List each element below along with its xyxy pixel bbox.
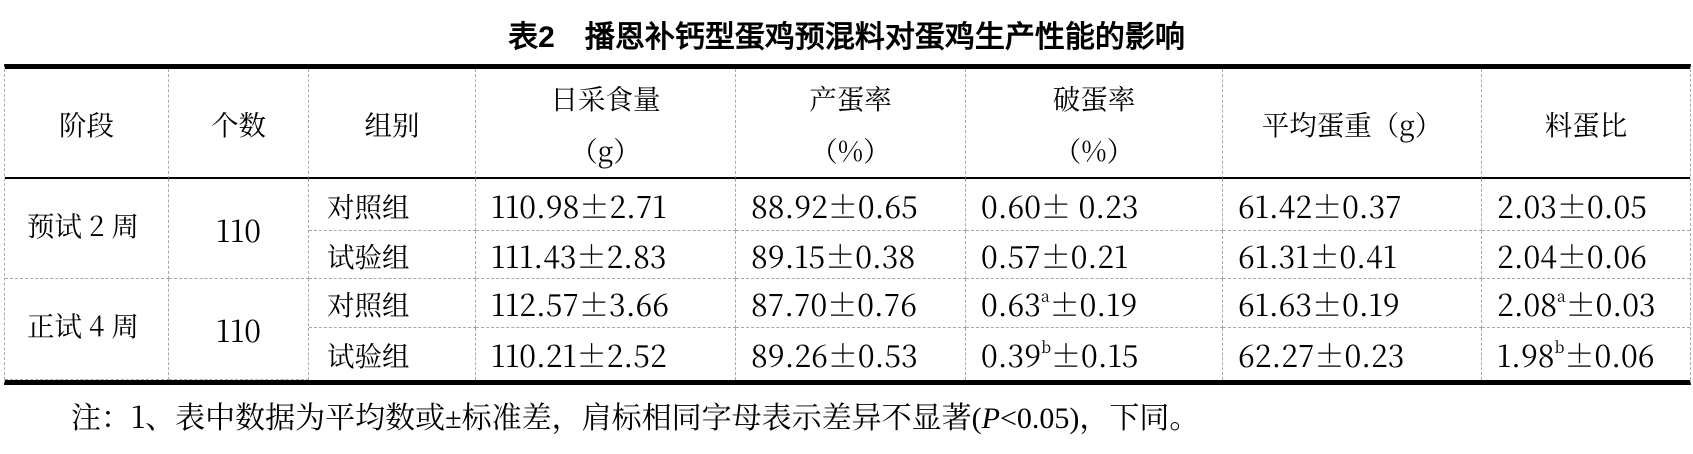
cell-avg-egg-weight: 61.63±0.19 (1223, 279, 1482, 328)
cell-stage-pretrial: 预试 2 周 (5, 179, 169, 279)
value-base: 2.04±0.06 (1497, 232, 1647, 277)
header-label: 个数 (211, 103, 266, 143)
count-value: 110 (216, 307, 261, 351)
value-rest: ±0.15 (1051, 332, 1139, 376)
note-paren-close: <0.05) (999, 402, 1080, 435)
group-label: 试验组 (327, 334, 410, 374)
note-prefix: 注：1、表中数据为平均数或 (71, 393, 446, 437)
table-row: 正试 4 周 110 对照组 112.57±3.66 87.70±0.76 0.… (5, 279, 1690, 380)
cell-laying-rate: 87.70±0.76 (736, 279, 966, 328)
superscript-label: b (1041, 336, 1052, 358)
header-row: 阶段 个数 组别 日采食量 （g） 产蛋率 （%） 破蛋率 （%） 平均蛋重（g… (5, 69, 1690, 179)
cell-feed-egg-ratio: 2.08a±0.03 (1482, 279, 1690, 328)
table-row: 试验组 110.21±2.52 89.26±0.53 0.39b±0.15 62… (5, 328, 1690, 380)
table-note: 注：1、表中数据为平均数或±标准差，肩标相同字母表示差异不显著(P<0.05)，… (71, 394, 1199, 440)
header-label: （%） (810, 129, 891, 169)
header-label: （%） (1053, 129, 1135, 169)
value-base: 1.98 (1497, 332, 1555, 376)
group-label: 对照组 (327, 283, 410, 323)
header-daily-intake: 日采食量 （g） (476, 69, 736, 179)
header-label: 产蛋率 (809, 77, 892, 117)
note-plus-minus: ± (445, 402, 462, 435)
superscript-label: a (1040, 285, 1050, 307)
cell-laying-rate: 89.26±0.53 (736, 328, 966, 380)
value-base: 0.60± 0.23 (981, 182, 1139, 227)
cell-stage-trial: 正试 4 周 (5, 279, 169, 380)
header-count: 个数 (169, 69, 309, 179)
cell-feed-egg-ratio: 1.98b±0.06 (1482, 328, 1690, 380)
cell-avg-egg-weight: 62.27±0.23 (1223, 328, 1482, 380)
header-label: 日采食量 (550, 77, 661, 117)
stage-label: 预试 2 周 (27, 203, 139, 244)
cell-feed-egg-ratio: 2.04±0.06 (1482, 231, 1690, 279)
value-base: 0.57±0.21 (981, 232, 1129, 277)
cell-group: 对照组 (309, 179, 476, 231)
header-label: 破蛋率 (1052, 77, 1136, 117)
header-label: 阶段 (59, 103, 114, 143)
header-label: （g） (570, 129, 641, 169)
value-base: 0.39 (981, 332, 1042, 376)
header-label: 平均蛋重（g） (1261, 103, 1443, 143)
superscript-label: b (1554, 336, 1565, 358)
value-base: 2.03±0.05 (1497, 182, 1647, 227)
header-broken-rate: 破蛋率 （%） (966, 69, 1223, 179)
cell-daily-intake: 110.98±2.71 (476, 179, 736, 231)
superscript-label: a (1557, 285, 1566, 307)
cell-laying-rate: 88.92±0.65 (736, 179, 966, 231)
header-label: 料蛋比 (1544, 103, 1628, 143)
cell-broken-rate: 0.63a±0.19 (966, 279, 1223, 328)
cell-group: 试验组 (309, 231, 476, 279)
data-table: 阶段 个数 组别 日采食量 （g） 产蛋率 （%） 破蛋率 （%） 平均蛋重（g… (5, 69, 1690, 380)
cell-count-trial: 110 (169, 279, 309, 380)
table-row: 试验组 111.43±2.83 89.15±0.38 0.57±0.21 61.… (5, 231, 1690, 279)
group-label: 试验组 (327, 234, 410, 275)
header-label: 组别 (364, 103, 420, 143)
header-group: 组别 (309, 69, 476, 179)
header-laying-rate: 产蛋率 （%） (736, 69, 966, 179)
table-row: 预试 2 周 110 对照组 110.98±2.71 88.92±0.65 0.… (5, 179, 1690, 279)
cell-count-pretrial: 110 (169, 179, 309, 279)
cell-daily-intake: 110.21±2.52 (476, 328, 736, 380)
cell-daily-intake: 111.43±2.83 (476, 231, 736, 279)
header-avg-egg-weight: 平均蛋重（g） (1223, 69, 1482, 179)
header-feed-egg-ratio: 料蛋比 (1482, 69, 1690, 179)
stage-label: 正试 4 周 (27, 304, 139, 344)
note-suffix: ，下同。 (1079, 393, 1200, 437)
cell-feed-egg-ratio: 2.03±0.05 (1482, 179, 1690, 231)
cell-group: 对照组 (309, 279, 476, 328)
cell-group: 试验组 (309, 328, 476, 380)
cell-broken-rate: 0.39b±0.15 (966, 328, 1223, 380)
cell-avg-egg-weight: 61.42±0.37 (1223, 179, 1482, 231)
cell-broken-rate: 0.60± 0.23 (966, 179, 1223, 231)
note-paren-open: ( (971, 402, 982, 435)
value-base: 0.63 (981, 281, 1041, 325)
value-rest: ±0.19 (1049, 281, 1138, 325)
cell-broken-rate: 0.57±0.21 (966, 231, 1223, 279)
count-value: 110 (216, 206, 261, 251)
header-stage: 阶段 (5, 69, 169, 179)
group-label: 对照组 (327, 184, 410, 225)
value-rest: ±0.06 (1564, 332, 1655, 376)
cell-daily-intake: 112.57±3.66 (476, 279, 736, 328)
performance-table: 阶段 个数 组别 日采食量 （g） 产蛋率 （%） 破蛋率 （%） 平均蛋重（g… (4, 64, 1691, 385)
note-prefix2: 标准差，肩标相同字母表示差异不显著 (461, 393, 972, 437)
note-p: P (981, 402, 1000, 435)
cell-avg-egg-weight: 61.31±0.41 (1223, 231, 1482, 279)
value-base: 2.08 (1497, 281, 1557, 325)
value-rest: ±0.03 (1565, 281, 1656, 325)
table-title: 表2 播恩补钙型蛋鸡预混料对蛋鸡生产性能的影响 (508, 21, 1185, 54)
cell-laying-rate: 89.15±0.38 (736, 231, 966, 279)
